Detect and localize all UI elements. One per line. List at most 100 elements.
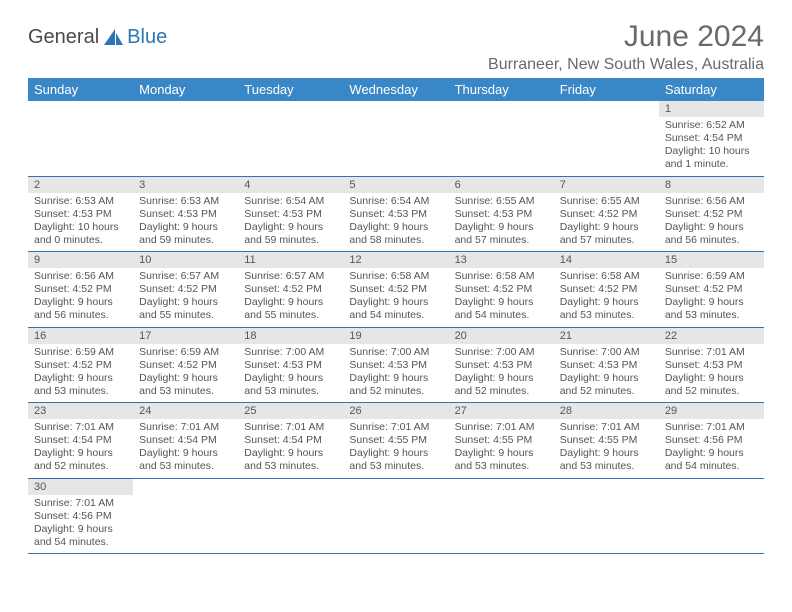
day-info-line: Daylight: 9 hours xyxy=(349,221,442,234)
day-info-line: Sunrise: 6:57 AM xyxy=(244,270,337,283)
calendar-cell: 8Sunrise: 6:56 AMSunset: 4:52 PMDaylight… xyxy=(659,176,764,252)
day-info-line: Daylight: 9 hours xyxy=(560,221,653,234)
day-info: Sunrise: 7:01 AMSunset: 4:53 PMDaylight:… xyxy=(659,344,764,403)
day-info-line: Sunset: 4:52 PM xyxy=(349,283,442,296)
day-number: 2 xyxy=(28,177,133,193)
day-info-line: Sunset: 4:53 PM xyxy=(349,359,442,372)
day-info-line: Sunset: 4:53 PM xyxy=(349,208,442,221)
day-info-line: and 53 minutes. xyxy=(139,460,232,473)
day-number: 21 xyxy=(554,328,659,344)
day-info: Sunrise: 6:55 AMSunset: 4:52 PMDaylight:… xyxy=(554,193,659,252)
calendar-cell: 5Sunrise: 6:54 AMSunset: 4:53 PMDaylight… xyxy=(343,176,448,252)
logo-text-2: Blue xyxy=(127,26,167,49)
day-info-line: Sunset: 4:54 PM xyxy=(244,434,337,447)
calendar-cell: 17Sunrise: 6:59 AMSunset: 4:52 PMDayligh… xyxy=(133,327,238,403)
calendar-cell xyxy=(343,478,448,554)
month-title: June 2024 xyxy=(488,20,764,54)
day-info-line: Sunset: 4:52 PM xyxy=(455,283,548,296)
calendar-cell: 9Sunrise: 6:56 AMSunset: 4:52 PMDaylight… xyxy=(28,252,133,328)
calendar-cell: 13Sunrise: 6:58 AMSunset: 4:52 PMDayligh… xyxy=(449,252,554,328)
day-info-line: Sunrise: 7:01 AM xyxy=(665,346,758,359)
day-info-line: Sunset: 4:56 PM xyxy=(34,510,127,523)
day-info: Sunrise: 6:59 AMSunset: 4:52 PMDaylight:… xyxy=(28,344,133,403)
day-number: 23 xyxy=(28,403,133,419)
day-number: 22 xyxy=(659,328,764,344)
day-info-line: Daylight: 9 hours xyxy=(455,221,548,234)
day-info-line: and 53 minutes. xyxy=(455,460,548,473)
calendar-cell: 21Sunrise: 7:00 AMSunset: 4:53 PMDayligh… xyxy=(554,327,659,403)
day-number: 14 xyxy=(554,252,659,268)
day-info-line: Sunrise: 7:01 AM xyxy=(34,497,127,510)
day-info-line: Sunrise: 6:57 AM xyxy=(139,270,232,283)
day-info-line: Sunset: 4:53 PM xyxy=(665,359,758,372)
day-info-line: Daylight: 9 hours xyxy=(34,447,127,460)
calendar-cell: 28Sunrise: 7:01 AMSunset: 4:55 PMDayligh… xyxy=(554,403,659,479)
day-info-line: Sunset: 4:53 PM xyxy=(455,208,548,221)
day-info-line: Daylight: 9 hours xyxy=(244,372,337,385)
day-info-line: Daylight: 9 hours xyxy=(34,523,127,536)
day-info-line: Sunset: 4:53 PM xyxy=(560,359,653,372)
day-info-line: and 57 minutes. xyxy=(560,234,653,247)
day-info-line: Sunrise: 7:01 AM xyxy=(139,421,232,434)
day-info-line: and 52 minutes. xyxy=(455,385,548,398)
day-info-line: Sunset: 4:54 PM xyxy=(34,434,127,447)
day-info: Sunrise: 7:01 AMSunset: 4:56 PMDaylight:… xyxy=(659,419,764,478)
calendar-cell: 26Sunrise: 7:01 AMSunset: 4:55 PMDayligh… xyxy=(343,403,448,479)
day-info-line: Sunrise: 6:53 AM xyxy=(139,195,232,208)
day-info-line: and 52 minutes. xyxy=(34,460,127,473)
day-info-line: Sunset: 4:56 PM xyxy=(665,434,758,447)
calendar-cell: 25Sunrise: 7:01 AMSunset: 4:54 PMDayligh… xyxy=(238,403,343,479)
day-info-line: and 53 minutes. xyxy=(665,309,758,322)
day-info: Sunrise: 6:52 AMSunset: 4:54 PMDaylight:… xyxy=(659,117,764,176)
day-info-line: Sunset: 4:53 PM xyxy=(244,359,337,372)
day-info-line: Sunrise: 6:52 AM xyxy=(665,119,758,132)
day-info-line: Sunrise: 7:00 AM xyxy=(349,346,442,359)
day-info-line: and 54 minutes. xyxy=(665,460,758,473)
day-info-line: and 52 minutes. xyxy=(560,385,653,398)
weekday-header: Wednesday xyxy=(343,78,448,101)
day-info-line: Sunrise: 6:58 AM xyxy=(560,270,653,283)
day-info-line: Sunrise: 6:56 AM xyxy=(665,195,758,208)
day-info-line: Daylight: 9 hours xyxy=(139,447,232,460)
day-info-line: and 56 minutes. xyxy=(665,234,758,247)
day-info-line: Sunrise: 6:59 AM xyxy=(665,270,758,283)
day-info-line: Sunrise: 7:00 AM xyxy=(560,346,653,359)
day-info-line: Sunset: 4:52 PM xyxy=(34,359,127,372)
day-number: 10 xyxy=(133,252,238,268)
day-info-line: Sunset: 4:53 PM xyxy=(455,359,548,372)
day-info: Sunrise: 7:01 AMSunset: 4:55 PMDaylight:… xyxy=(449,419,554,478)
day-info-line: and 53 minutes. xyxy=(560,309,653,322)
calendar-cell: 23Sunrise: 7:01 AMSunset: 4:54 PMDayligh… xyxy=(28,403,133,479)
day-number: 12 xyxy=(343,252,448,268)
day-info-line: Sunrise: 6:58 AM xyxy=(349,270,442,283)
day-info: Sunrise: 7:01 AMSunset: 4:54 PMDaylight:… xyxy=(28,419,133,478)
logo-text-1: General xyxy=(28,26,99,49)
calendar-cell xyxy=(554,478,659,554)
day-info-line: and 59 minutes. xyxy=(244,234,337,247)
day-number: 30 xyxy=(28,479,133,495)
calendar-cell: 24Sunrise: 7:01 AMSunset: 4:54 PMDayligh… xyxy=(133,403,238,479)
calendar-cell: 10Sunrise: 6:57 AMSunset: 4:52 PMDayligh… xyxy=(133,252,238,328)
calendar-cell xyxy=(449,101,554,176)
day-info-line: Sunset: 4:55 PM xyxy=(455,434,548,447)
day-info-line: Sunrise: 6:59 AM xyxy=(34,346,127,359)
day-info: Sunrise: 7:01 AMSunset: 4:55 PMDaylight:… xyxy=(343,419,448,478)
calendar-cell: 19Sunrise: 7:00 AMSunset: 4:53 PMDayligh… xyxy=(343,327,448,403)
day-number: 18 xyxy=(238,328,343,344)
calendar-cell: 7Sunrise: 6:55 AMSunset: 4:52 PMDaylight… xyxy=(554,176,659,252)
calendar-cell: 1Sunrise: 6:52 AMSunset: 4:54 PMDaylight… xyxy=(659,101,764,176)
calendar-cell: 22Sunrise: 7:01 AMSunset: 4:53 PMDayligh… xyxy=(659,327,764,403)
day-info-line: Sunset: 4:52 PM xyxy=(139,359,232,372)
day-info: Sunrise: 6:58 AMSunset: 4:52 PMDaylight:… xyxy=(343,268,448,327)
day-number: 11 xyxy=(238,252,343,268)
day-info: Sunrise: 7:00 AMSunset: 4:53 PMDaylight:… xyxy=(554,344,659,403)
day-info-line: and 53 minutes. xyxy=(349,460,442,473)
day-info-line: Daylight: 9 hours xyxy=(665,447,758,460)
day-info-line: Sunrise: 6:59 AM xyxy=(139,346,232,359)
day-info-line: Daylight: 9 hours xyxy=(455,372,548,385)
day-info: Sunrise: 6:55 AMSunset: 4:53 PMDaylight:… xyxy=(449,193,554,252)
calendar-cell: 18Sunrise: 7:00 AMSunset: 4:53 PMDayligh… xyxy=(238,327,343,403)
day-number: 15 xyxy=(659,252,764,268)
day-info-line: Sunrise: 7:01 AM xyxy=(244,421,337,434)
calendar-cell: 27Sunrise: 7:01 AMSunset: 4:55 PMDayligh… xyxy=(449,403,554,479)
